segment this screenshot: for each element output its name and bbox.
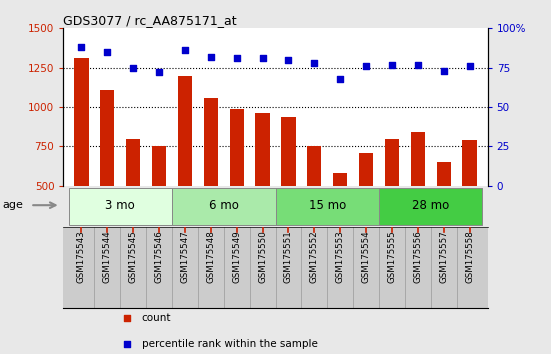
Point [77,44,86,50]
Point [129,65,138,70]
Point [284,57,293,63]
Point [336,76,344,81]
Text: GSM175545: GSM175545 [129,231,138,284]
Text: GSM175555: GSM175555 [387,231,396,284]
Text: age: age [3,200,24,210]
Point [310,60,318,66]
Text: GSM175551: GSM175551 [284,231,293,284]
Text: 28 mo: 28 mo [412,199,450,212]
Bar [282,116,295,186]
Point [413,62,422,67]
Text: count: count [142,313,171,323]
Bar [359,153,373,186]
Point [207,54,215,59]
Text: GSM175547: GSM175547 [181,231,190,284]
Bar [410,131,425,186]
Point [155,70,164,75]
Bar [172,188,276,224]
Point [387,62,396,67]
Bar [126,139,141,186]
Point [181,47,190,53]
Text: GSM175543: GSM175543 [77,231,86,284]
Point [465,63,474,69]
Text: GSM175544: GSM175544 [103,231,112,284]
Text: GSM175549: GSM175549 [232,231,241,283]
Point [439,68,448,74]
Text: GSM175554: GSM175554 [361,231,370,284]
Point [66,315,74,321]
Text: 6 mo: 6 mo [209,199,239,212]
Text: GSM175553: GSM175553 [336,231,345,284]
Bar [462,140,477,186]
Point [361,63,370,69]
Text: 15 mo: 15 mo [309,199,346,212]
Bar [100,90,115,186]
Text: 3 mo: 3 mo [105,199,135,212]
Bar [230,109,244,186]
Bar [307,147,321,186]
Bar [333,173,347,186]
Point [66,341,74,347]
Bar [178,76,192,186]
Bar [152,146,166,186]
Bar [436,162,451,186]
Bar [68,188,172,224]
Text: GSM175556: GSM175556 [413,231,422,284]
Bar [256,113,269,186]
Text: GDS3077 / rc_AA875171_at: GDS3077 / rc_AA875171_at [63,14,237,27]
Bar [74,58,89,186]
Bar [276,188,379,224]
Text: GSM175546: GSM175546 [155,231,164,284]
Text: GSM175550: GSM175550 [258,231,267,284]
Text: GSM175558: GSM175558 [465,231,474,284]
Text: GSM175548: GSM175548 [206,231,215,284]
Point [233,56,241,61]
Text: GSM175552: GSM175552 [310,231,319,284]
Point [258,56,267,61]
Bar [385,139,399,186]
Bar [204,98,218,186]
Text: percentile rank within the sample: percentile rank within the sample [142,339,318,349]
Text: GSM175557: GSM175557 [439,231,448,284]
Point [103,49,112,55]
Bar [379,188,483,224]
